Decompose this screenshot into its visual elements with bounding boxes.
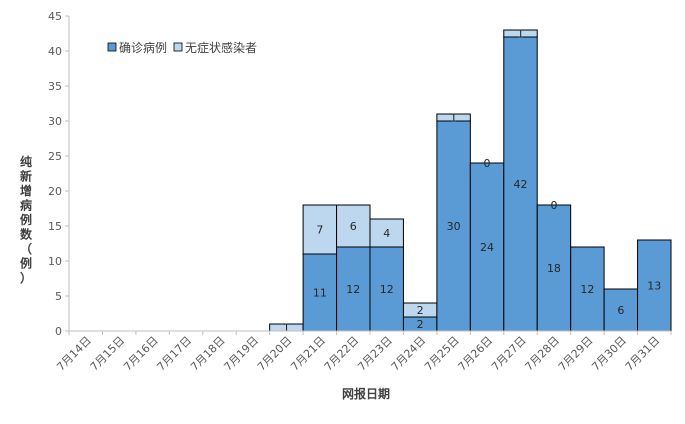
bar-asymptomatic [302,204,338,255]
data-label-confirmed: 18 [547,262,561,275]
x-tick-label: 7月30日 [589,334,629,374]
legend-label-confirmed: 确诊病例 [119,40,167,55]
data-label-asymptomatic: 7 [316,224,323,237]
legend-swatch-asymptomatic [173,42,183,52]
x-tick-label: 7月14日 [54,334,94,374]
bar-asymptomatic [369,218,404,248]
data-label-asymptomatic: 6 [350,220,357,233]
data-label-asymptomatic: 1 [450,112,457,125]
x-tick-label: 7月29日 [556,334,596,374]
bar-confirmed [570,246,605,332]
x-tick-label: 7月28日 [522,334,562,374]
y-tick-label: 45 [48,10,62,23]
data-label-confirmed: 12 [380,283,394,296]
x-axis-title: 网报日期 [342,386,390,401]
data-label-confirmed: 42 [514,178,528,191]
data-label-asymptomatic: 0 [550,199,557,212]
data-label-confirmed: 24 [480,241,494,254]
bar-confirmed [536,204,572,332]
x-tick-label: 7月19日 [221,334,261,374]
y-tick-label: 30 [48,115,62,128]
data-label-asymptomatic: 1 [517,28,524,41]
legend-swatch-confirmed [107,42,117,52]
x-tick-label: 7月25日 [422,334,462,374]
data-label-confirmed: 12 [580,283,594,296]
data-label-confirmed: 11 [313,287,327,300]
y-tick-label: 40 [48,45,62,58]
data-label-confirmed: 2 [417,318,424,331]
y-tick-label: 0 [55,325,62,338]
bar-confirmed [603,288,639,332]
bar-asymptomatic [503,29,538,38]
x-tick-label: 7月27日 [489,334,529,374]
y-tick-label: 5 [55,290,62,303]
bar-confirmed [637,239,672,332]
x-tick-label: 7月31日 [623,334,663,374]
data-label-asymptomatic: 4 [383,227,390,240]
y-tick-label: 15 [48,220,62,233]
x-tick-label: 7月15日 [88,334,128,374]
y-tick-label: 20 [48,185,62,198]
y-tick-label: 25 [48,150,62,163]
data-label-confirmed: 13 [647,280,661,293]
x-tick-label: 7月24日 [389,334,429,374]
x-tick-label: 7月20日 [255,334,295,374]
x-tick-label: 7月22日 [322,334,362,374]
bar-asymptomatic [436,113,471,122]
legend: 确诊病例 无症状感染者 [107,40,257,55]
data-label-asymptomatic: 0 [484,157,491,170]
x-tick-label: 7月16日 [121,334,161,374]
data-label-confirmed: 30 [447,220,461,233]
x-tick-label: 7月17日 [155,334,195,374]
x-tick-label: 7月23日 [355,334,395,374]
x-tick-label: 7月26日 [456,334,496,374]
data-label-asymptomatic: 2 [417,304,424,317]
y-tick-label: 10 [48,255,62,268]
data-label-confirmed: 12 [346,283,360,296]
x-tick-label: 7月18日 [188,334,228,374]
bar-confirmed [503,36,538,332]
y-axis-title: 纯新增病例数（例） [20,154,33,285]
x-tick-label: 7月21日 [288,334,328,374]
legend-label-asymptomatic: 无症状感染者 [185,40,257,55]
data-label-confirmed: 6 [617,304,624,317]
data-label-asymptomatic: 1 [283,322,290,335]
bar-confirmed [469,162,505,332]
y-tick-label: 35 [48,80,62,93]
